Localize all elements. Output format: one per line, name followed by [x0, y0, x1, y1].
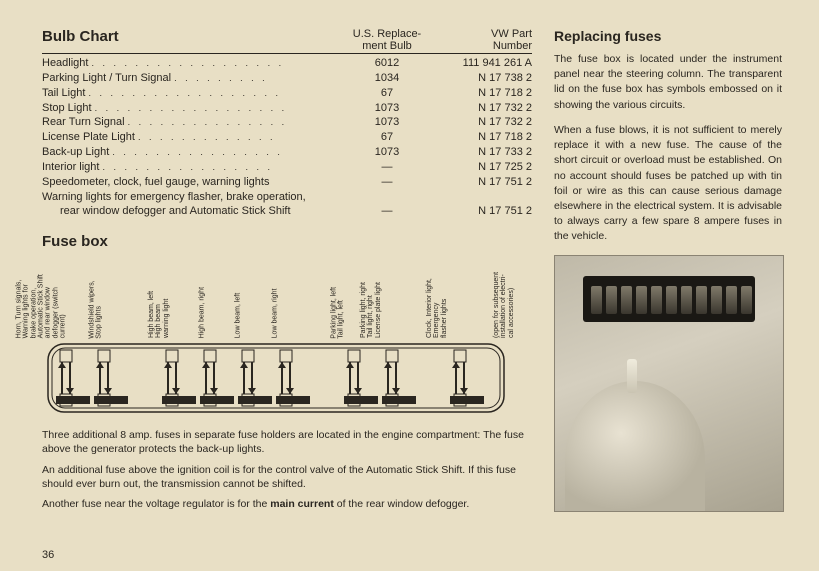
table-row: Interior light . . . . . . . . . . . . .… — [42, 160, 532, 175]
row-label: Speedometer, clock, fuel gauge, warning … — [42, 175, 332, 190]
photo-fusebox — [583, 276, 755, 322]
fuse-label: Windshield wipers,Stop lights — [86, 256, 120, 338]
row-vw: N 17 751 2 — [442, 175, 532, 190]
row-us: 1034 — [332, 71, 442, 86]
row-vw: N 17 732 2 — [442, 101, 532, 116]
row-vw: N 17 725 2 — [442, 160, 532, 175]
row-vw — [442, 190, 532, 205]
row-label: Headlight . . . . . . . . . . . . . . . … — [42, 56, 332, 71]
row-label: Parking Light / Turn Signal . . . . . . … — [42, 71, 332, 86]
table-row: Stop Light . . . . . . . . . . . . . . .… — [42, 101, 532, 116]
col-us-1: U.S. Replace- — [332, 28, 442, 40]
replacing-title: Replacing fuses — [554, 28, 782, 44]
fuse-diagram: Horn, Turn signals,Warning lights forbra… — [42, 256, 532, 418]
row-vw: N 17 732 2 — [442, 115, 532, 130]
table-row: Back-up Light . . . . . . . . . . . . . … — [42, 145, 532, 160]
row-vw: 111 941 261 A — [442, 56, 532, 71]
bulb-chart-table: Bulb Chart U.S. Replace- ment Bulb VW Pa… — [42, 28, 532, 219]
fuse-label: Clock, Interior light,Emergencyflasher l… — [431, 256, 465, 338]
table-row: Headlight . . . . . . . . . . . . . . . … — [42, 56, 532, 71]
page-number: 36 — [42, 549, 54, 561]
table-row: Tail Light . . . . . . . . . . . . . . .… — [42, 86, 532, 101]
row-us: — — [332, 160, 442, 175]
note-1: Three additional 8 amp. fuses in separat… — [42, 428, 532, 456]
row-us: — — [332, 175, 442, 190]
table-row: Speedometer, clock, fuel gauge, warning … — [42, 175, 532, 190]
photo-hand — [565, 381, 705, 511]
row-us: 1073 — [332, 145, 442, 160]
row-vw: N 17 733 2 — [442, 145, 532, 160]
table-row: Warning lights for emergency flasher, br… — [42, 190, 532, 205]
note-3: Another fuse near the voltage regulator … — [42, 497, 532, 511]
row-label: License Plate Light . . . . . . . . . . … — [42, 130, 332, 145]
right-column: Replacing fuses The fuse box is located … — [554, 28, 782, 512]
col-us-2: ment Bulb — [332, 40, 442, 52]
note-2: An additional fuse above the ignition co… — [42, 463, 532, 491]
fuse-label: Horn, Turn signals,Warning lights forbra… — [50, 256, 84, 338]
fuse-label: High beam, right — [189, 256, 223, 338]
row-vw: N 17 738 2 — [442, 71, 532, 86]
row-vw: N 17 751 2 — [442, 204, 532, 219]
row-us: — — [332, 204, 442, 219]
table-row: rear window defogger and Automatic Stick… — [42, 204, 532, 219]
fuse-label: High beam, leftHigh beamwarning light — [153, 256, 187, 338]
table-row: Parking Light / Turn Signal . . . . . . … — [42, 71, 532, 86]
row-us: 6012 — [332, 56, 442, 71]
table-row: Rear Turn Signal . . . . . . . . . . . .… — [42, 115, 532, 130]
row-us: 1073 — [332, 115, 442, 130]
row-us — [332, 190, 442, 205]
row-us: 67 — [332, 130, 442, 145]
row-vw: N 17 718 2 — [442, 130, 532, 145]
fusebox-photo — [554, 255, 784, 512]
row-label: Interior light . . . . . . . . . . . . .… — [42, 160, 332, 175]
table-row: License Plate Light . . . . . . . . . . … — [42, 130, 532, 145]
fuse-label: Low beam, left — [225, 256, 259, 338]
row-label: rear window defogger and Automatic Stick… — [42, 204, 332, 219]
fuse-label: (open for subsequentinstallation of elec… — [498, 256, 532, 338]
fusebox-svg — [42, 338, 510, 418]
replacing-p1: The fuse box is located under the instru… — [554, 52, 782, 113]
photo-held-fuse — [627, 359, 637, 393]
fuse-label: Parking light, leftTail light, left — [328, 256, 362, 338]
col-vw-2: Number — [442, 40, 532, 52]
row-label: Stop Light . . . . . . . . . . . . . . .… — [42, 101, 332, 116]
row-label: Tail Light . . . . . . . . . . . . . . .… — [42, 86, 332, 101]
fusebox-title: Fuse box — [42, 233, 532, 250]
row-us: 1073 — [332, 101, 442, 116]
row-label: Warning lights for emergency flasher, br… — [42, 190, 332, 205]
row-vw: N 17 718 2 — [442, 86, 532, 101]
bulb-chart-title: Bulb Chart — [42, 28, 332, 45]
row-us: 67 — [332, 86, 442, 101]
row-label: Rear Turn Signal . . . . . . . . . . . .… — [42, 115, 332, 130]
col-vw-1: VW Part — [442, 28, 532, 40]
left-column: Bulb Chart U.S. Replace- ment Bulb VW Pa… — [42, 28, 532, 512]
fuse-label: Low beam, right — [262, 256, 296, 338]
replacing-p2: When a fuse blows, it is not sufficient … — [554, 123, 782, 245]
row-label: Back-up Light . . . . . . . . . . . . . … — [42, 145, 332, 160]
fuse-label: Parking light, rightTail light, rightLic… — [364, 256, 398, 338]
